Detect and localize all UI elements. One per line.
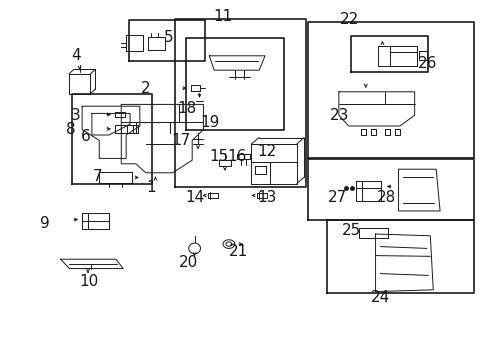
Text: 24: 24	[370, 289, 389, 305]
Text: 5: 5	[163, 30, 173, 45]
Text: 23: 23	[329, 108, 349, 123]
Text: 9: 9	[40, 216, 50, 231]
Text: 1: 1	[146, 180, 156, 195]
Text: 14: 14	[184, 190, 204, 206]
Text: 11: 11	[212, 9, 232, 24]
Text: 15: 15	[209, 149, 228, 164]
Text: 21: 21	[228, 244, 248, 260]
Text: 25: 25	[341, 223, 360, 238]
Text: 12: 12	[256, 144, 276, 159]
Text: 6: 6	[81, 129, 90, 144]
Text: 7: 7	[93, 169, 102, 184]
Text: 27: 27	[327, 190, 346, 206]
Text: 28: 28	[376, 190, 395, 206]
Text: 4: 4	[71, 48, 81, 63]
Text: 20: 20	[178, 255, 198, 270]
Text: 19: 19	[200, 115, 220, 130]
Text: 16: 16	[227, 149, 246, 164]
Text: 18: 18	[177, 100, 196, 116]
Text: 26: 26	[417, 55, 437, 71]
Text: 3: 3	[71, 108, 81, 123]
Text: 10: 10	[79, 274, 99, 289]
Text: 2: 2	[141, 81, 150, 96]
Text: 17: 17	[171, 133, 190, 148]
Text: 22: 22	[339, 12, 359, 27]
Text: 13: 13	[256, 190, 276, 206]
Text: 8: 8	[66, 122, 76, 137]
